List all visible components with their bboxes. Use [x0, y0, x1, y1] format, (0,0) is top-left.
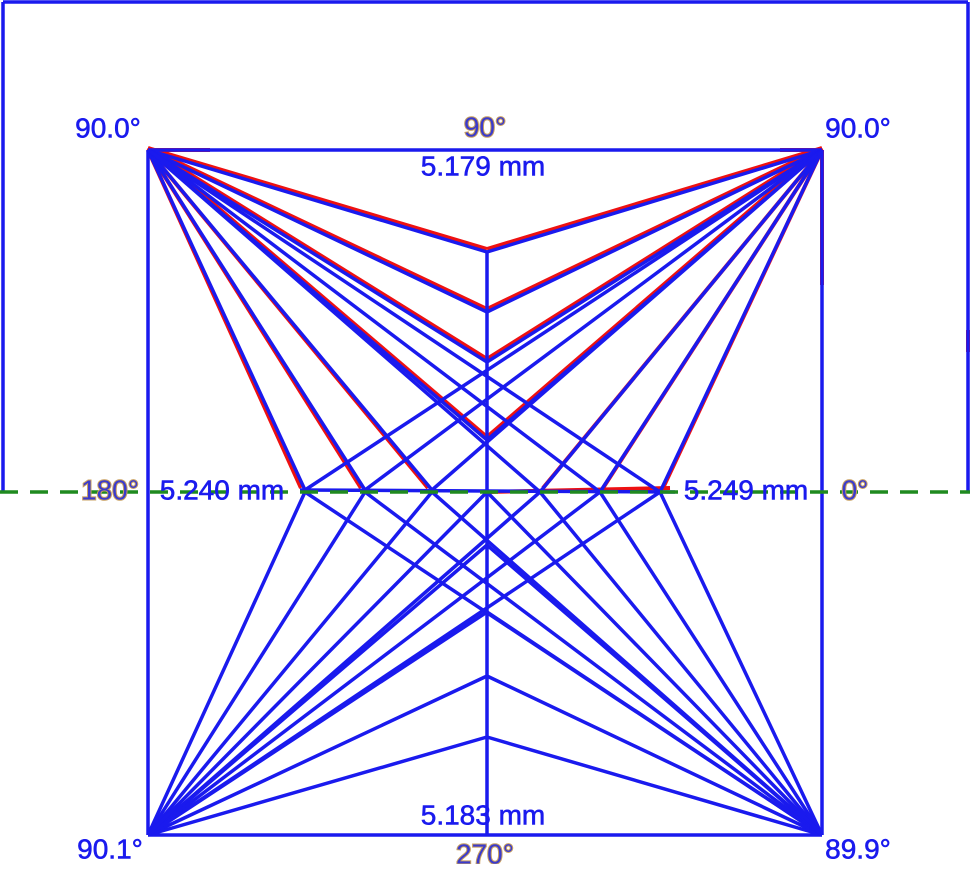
segment — [598, 149, 824, 493]
segment — [147, 674, 488, 837]
segment — [146, 148, 602, 494]
segment — [598, 491, 824, 836]
edge-length: 5.183 mm — [421, 799, 546, 830]
segment — [486, 146, 823, 311]
segment — [486, 148, 823, 254]
segment — [146, 490, 542, 837]
segment — [147, 490, 661, 837]
segment — [147, 148, 488, 314]
segment — [304, 148, 823, 492]
corner-angle: 90.1° — [77, 833, 143, 864]
edge-length: 5.249 mm — [684, 474, 809, 505]
segment — [146, 491, 307, 836]
segment — [147, 148, 488, 254]
segment — [538, 490, 824, 837]
segment — [485, 490, 824, 837]
segment — [147, 146, 488, 251]
segment — [147, 148, 661, 494]
direction-label: 180° — [81, 474, 139, 505]
segment — [146, 149, 367, 491]
segment — [538, 148, 824, 494]
segment — [146, 490, 489, 837]
segment — [146, 490, 602, 837]
corner-angle: 90.0° — [825, 112, 891, 143]
corner-angle: 89.9° — [825, 833, 891, 864]
segment — [430, 148, 824, 492]
segment — [146, 149, 307, 491]
reference-lines — [146, 146, 970, 494]
segment — [146, 490, 434, 837]
direction-label: 0° — [842, 474, 869, 505]
segment — [146, 146, 489, 361]
edge-length: 5.240 mm — [160, 474, 285, 505]
edge-length: 5.179 mm — [421, 150, 546, 181]
measured-lines — [1, 0, 970, 837]
segment — [146, 148, 542, 494]
segment — [363, 490, 824, 837]
segment — [486, 735, 823, 837]
segment — [658, 491, 824, 836]
segment — [430, 490, 824, 837]
segment — [485, 146, 824, 361]
segment — [147, 146, 488, 311]
segment — [363, 148, 824, 492]
corner-angle: 90.0° — [75, 112, 141, 143]
segment — [486, 674, 823, 837]
direction-label: 270° — [456, 838, 514, 864]
segment — [486, 148, 823, 314]
segment — [147, 735, 488, 837]
segment — [146, 148, 434, 492]
segment — [147, 148, 488, 364]
segment — [146, 491, 367, 836]
segment — [486, 146, 823, 251]
segment — [658, 149, 824, 493]
segment — [304, 490, 823, 837]
direction-label: 90° — [464, 111, 506, 142]
